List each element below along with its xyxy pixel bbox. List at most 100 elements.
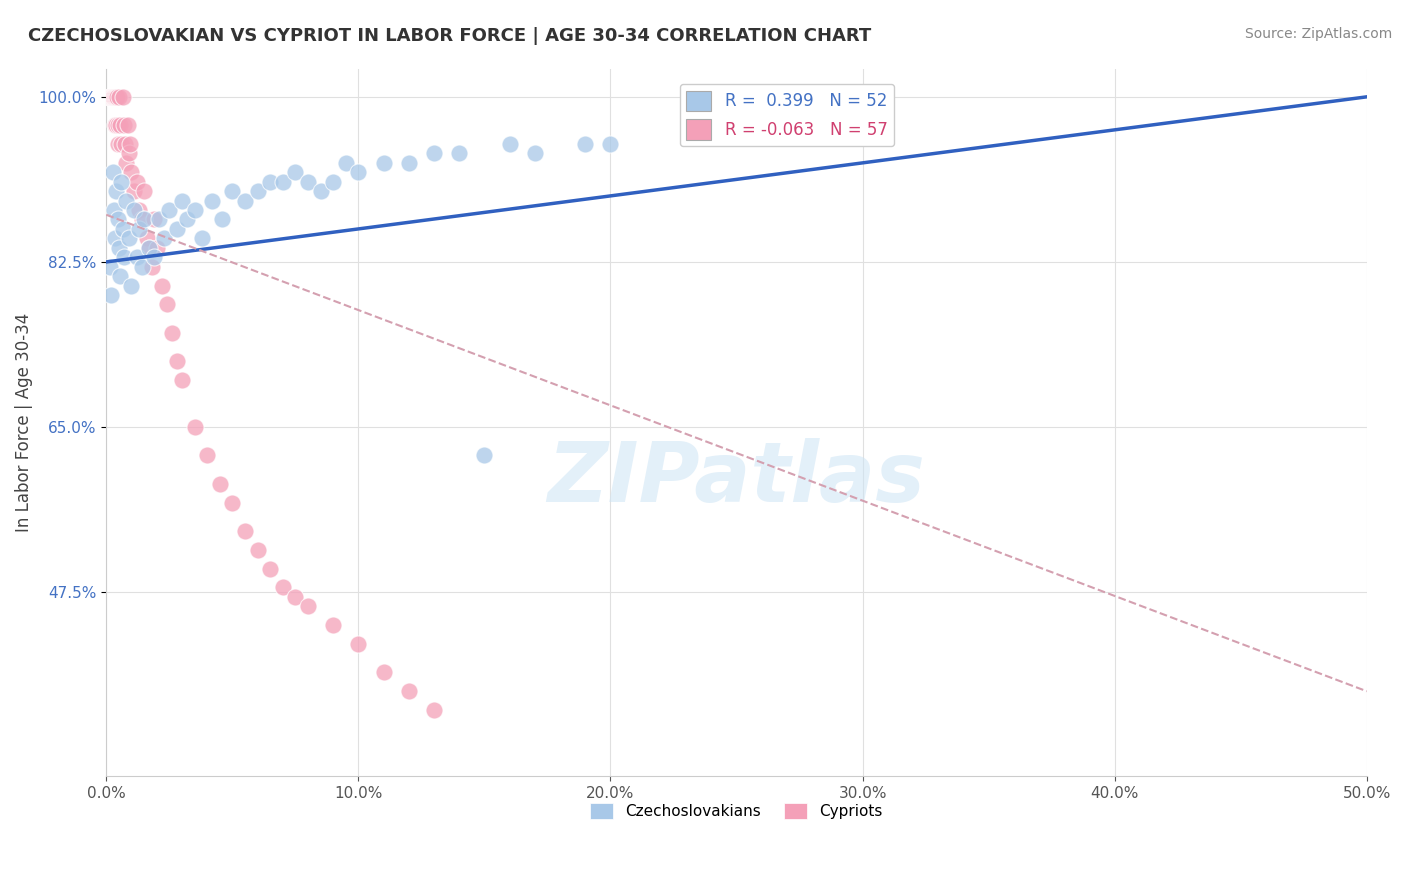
Point <box>132 184 155 198</box>
Point <box>423 146 446 161</box>
Text: ZIPatlas: ZIPatlas <box>547 439 925 519</box>
Point <box>373 156 395 170</box>
Point <box>138 241 160 255</box>
Point <box>574 136 596 151</box>
Point <box>105 90 128 104</box>
Point <box>100 288 122 302</box>
Point <box>398 684 420 698</box>
Point <box>98 90 121 104</box>
Point <box>271 175 294 189</box>
Point <box>347 165 370 179</box>
Point <box>141 260 163 274</box>
Point <box>115 194 138 208</box>
Point <box>105 184 128 198</box>
Point <box>108 269 131 284</box>
Point <box>183 420 205 434</box>
Point <box>195 449 218 463</box>
Point <box>101 90 124 104</box>
Point <box>297 599 319 614</box>
Legend: Czechoslovakians, Cypriots: Czechoslovakians, Cypriots <box>585 797 889 825</box>
Point <box>221 184 243 198</box>
Point <box>150 278 173 293</box>
Point <box>97 90 120 104</box>
Point <box>98 90 121 104</box>
Point <box>246 542 269 557</box>
Point <box>104 231 127 245</box>
Point <box>211 212 233 227</box>
Point <box>498 136 520 151</box>
Point <box>170 194 193 208</box>
Point <box>183 202 205 217</box>
Point <box>138 241 160 255</box>
Point <box>110 136 132 151</box>
Point <box>233 524 256 538</box>
Point <box>208 476 231 491</box>
Point <box>108 118 131 132</box>
Point <box>297 175 319 189</box>
Point <box>104 90 127 104</box>
Point <box>128 202 150 217</box>
Point <box>322 618 344 632</box>
Point <box>259 561 281 575</box>
Point <box>309 184 332 198</box>
Y-axis label: In Labor Force | Age 30-34: In Labor Force | Age 30-34 <box>15 313 32 532</box>
Point <box>398 156 420 170</box>
Point <box>166 354 188 368</box>
Point <box>322 175 344 189</box>
Point <box>157 202 180 217</box>
Point <box>128 222 150 236</box>
Point <box>122 202 145 217</box>
Point <box>131 260 153 274</box>
Point <box>104 118 127 132</box>
Point <box>112 250 135 264</box>
Point <box>284 590 307 604</box>
Point <box>115 156 138 170</box>
Point <box>423 703 446 717</box>
Point <box>107 118 129 132</box>
Point <box>110 175 132 189</box>
Point <box>599 136 621 151</box>
Point <box>111 90 134 104</box>
Point <box>449 146 471 161</box>
Point <box>120 136 142 151</box>
Point <box>176 212 198 227</box>
Point <box>108 241 131 255</box>
Point <box>122 184 145 198</box>
Point <box>100 90 122 104</box>
Point <box>121 278 143 293</box>
Point <box>145 241 167 255</box>
Point <box>118 231 141 245</box>
Point <box>125 250 148 264</box>
Point <box>112 118 135 132</box>
Point <box>101 90 124 104</box>
Point <box>103 90 125 104</box>
Point <box>117 118 139 132</box>
Point <box>118 146 141 161</box>
Point <box>121 165 143 179</box>
Point <box>335 156 357 170</box>
Point <box>135 231 157 245</box>
Point <box>131 212 153 227</box>
Point <box>101 165 124 179</box>
Point <box>153 231 176 245</box>
Point <box>114 136 136 151</box>
Point <box>474 449 496 463</box>
Point <box>201 194 224 208</box>
Point <box>100 90 122 104</box>
Point <box>98 260 121 274</box>
Point <box>111 222 134 236</box>
Point <box>143 250 166 264</box>
Point <box>246 184 269 198</box>
Point <box>271 581 294 595</box>
Text: CZECHOSLOVAKIAN VS CYPRIOT IN LABOR FORCE | AGE 30-34 CORRELATION CHART: CZECHOSLOVAKIAN VS CYPRIOT IN LABOR FORC… <box>28 27 872 45</box>
Point <box>233 194 256 208</box>
Point <box>107 136 129 151</box>
Point <box>156 297 179 311</box>
Point <box>103 90 125 104</box>
Point <box>103 202 125 217</box>
Point <box>105 90 128 104</box>
Point <box>160 326 183 340</box>
Point <box>132 212 155 227</box>
Point <box>221 495 243 509</box>
Point <box>191 231 214 245</box>
